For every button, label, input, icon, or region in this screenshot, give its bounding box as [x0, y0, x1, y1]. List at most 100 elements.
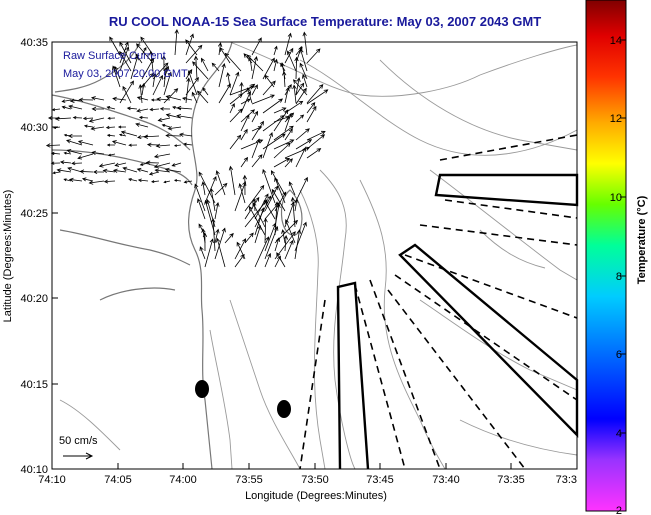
current-vector	[136, 43, 154, 64]
y-tick-label: 40:25	[20, 208, 48, 220]
current-vector	[119, 80, 134, 104]
current-vector	[224, 232, 234, 244]
current-vector	[136, 167, 149, 173]
current-vector	[138, 83, 143, 104]
current-vector	[161, 123, 171, 128]
current-vector	[299, 48, 308, 72]
current-vector	[229, 71, 240, 96]
current-vector	[252, 198, 257, 212]
y-tick-label: 40:10	[20, 464, 48, 476]
current-vector	[109, 36, 121, 56]
current-vector	[306, 130, 326, 141]
current-vector	[274, 177, 286, 204]
scale-label: 50 cm/s	[59, 435, 98, 447]
map-background	[52, 42, 577, 469]
current-vector	[218, 63, 226, 88]
current-vector	[248, 205, 266, 236]
current-vector	[91, 150, 105, 155]
current-vector	[214, 228, 220, 244]
current-vector	[88, 180, 105, 185]
current-vector	[244, 199, 268, 228]
current-vector	[163, 66, 168, 88]
current-vector	[292, 79, 308, 96]
current-vector	[262, 168, 276, 204]
current-vector	[288, 181, 296, 196]
current-vector	[252, 202, 266, 228]
current-vector	[295, 146, 306, 168]
current-vector	[138, 115, 149, 120]
current-vector	[152, 72, 157, 88]
current-vector	[211, 218, 216, 252]
y-axis-title: Latitude (Degrees:Minutes)	[2, 190, 14, 323]
current-vector	[240, 139, 264, 150]
current-vector	[198, 223, 206, 236]
current-vector	[122, 166, 138, 173]
current-vector	[153, 162, 171, 169]
current-vector	[273, 157, 291, 168]
current-vector	[130, 55, 139, 80]
current-vector	[240, 90, 252, 114]
current-vector	[294, 198, 299, 212]
current-vector	[159, 107, 171, 111]
current-vector	[67, 166, 83, 173]
current-vector	[185, 68, 193, 80]
current-vector	[106, 133, 116, 137]
x-tick-label: 73:50	[301, 474, 329, 486]
current-vector	[139, 162, 149, 166]
current-vector	[284, 32, 292, 56]
bathymetry-contours	[59, 41, 578, 470]
current-vector	[276, 252, 286, 268]
current-vector	[67, 133, 83, 139]
current-vector	[239, 81, 244, 96]
colorbar-ticks	[620, 39, 626, 434]
current-vector	[284, 201, 295, 228]
current-vector	[176, 114, 193, 119]
current-vector	[251, 154, 263, 168]
current-vector	[290, 196, 296, 228]
current-vector	[163, 180, 171, 184]
current-vector	[154, 168, 171, 173]
current-vector	[263, 217, 268, 244]
current-vector	[295, 139, 313, 150]
current-vector	[112, 96, 127, 102]
current-vector	[209, 187, 216, 212]
current-vector	[149, 107, 160, 112]
current-vector	[229, 102, 235, 114]
current-vector	[68, 177, 83, 183]
current-vector	[107, 116, 116, 120]
current-vector	[61, 99, 72, 103]
current-vector	[295, 77, 301, 96]
current-vector	[286, 50, 297, 72]
current-vector	[165, 113, 182, 119]
y-tick-label: 40:35	[20, 37, 48, 49]
current-vector	[282, 70, 287, 88]
current-vector	[63, 178, 72, 182]
current-vector	[273, 58, 279, 72]
current-vector	[215, 170, 226, 196]
scale-arrow	[63, 452, 94, 460]
current-vector	[251, 37, 262, 56]
current-vector	[150, 98, 160, 102]
current-vector	[68, 104, 83, 110]
current-vector	[238, 183, 246, 204]
current-vector	[251, 138, 261, 159]
current-vector	[240, 128, 248, 141]
current-vector	[306, 105, 317, 123]
current-vector	[211, 62, 220, 72]
current-vector	[284, 219, 296, 244]
current-vector	[79, 169, 94, 174]
current-vector	[128, 143, 138, 147]
current-vector	[135, 122, 149, 128]
current-vector	[273, 45, 278, 56]
current-vector	[201, 181, 206, 196]
current-vector	[194, 183, 206, 212]
current-vector	[81, 177, 94, 182]
current-vector	[284, 128, 293, 141]
current-vector	[254, 236, 270, 268]
current-vector	[93, 170, 105, 174]
current-vector	[105, 125, 116, 130]
current-vector	[262, 98, 284, 114]
current-vector	[219, 47, 231, 64]
current-vector	[284, 84, 292, 96]
